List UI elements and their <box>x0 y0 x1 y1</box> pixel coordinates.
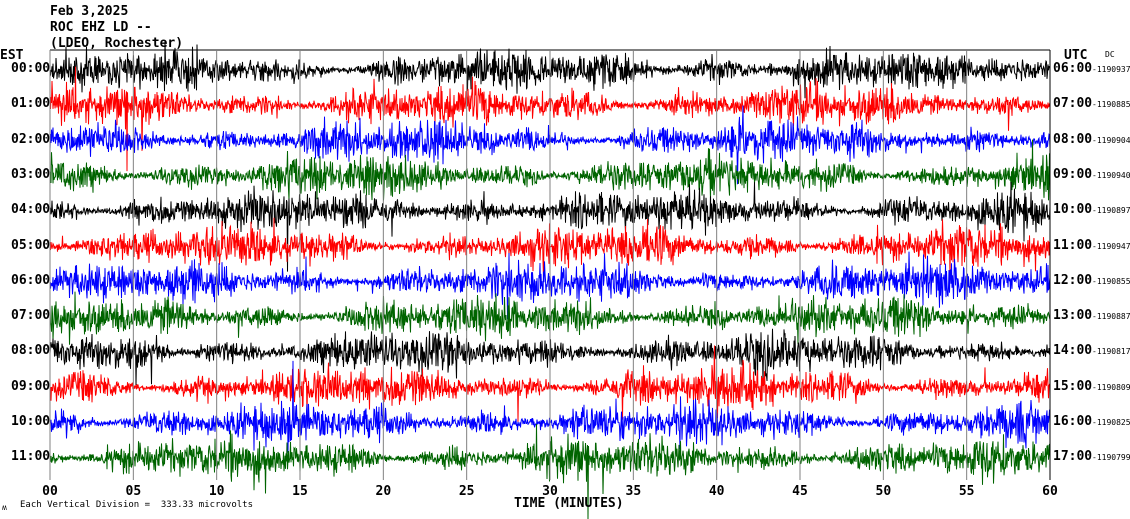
utc-time-label: 15:00 <box>1053 378 1093 394</box>
est-time-label: 06:00 <box>11 272 51 288</box>
est-time-label: 05:00 <box>11 237 51 253</box>
x-tick-label: 00 <box>42 484 58 499</box>
dc-offset-value: -1190809 <box>1092 382 1130 392</box>
x-tick-label: 45 <box>792 484 808 499</box>
dc-offset-value: -1190855 <box>1092 276 1130 286</box>
est-time-label: 10:00 <box>11 414 51 429</box>
x-tick-label: 05 <box>125 484 142 499</box>
est-time-label: 03:00 <box>11 166 51 182</box>
est-time-label: 09:00 <box>11 378 51 394</box>
utc-time-label: 09:00 <box>1053 166 1093 182</box>
dc-offset-value: -1190947 <box>1092 241 1130 251</box>
seismo-logo-icon: ʍ <box>2 503 7 512</box>
est-time-label: 11:00 <box>11 449 51 465</box>
dc-label: DC <box>1105 50 1115 59</box>
x-tick-label: 25 <box>458 484 475 499</box>
dc-offset-value: -1190897 <box>1092 206 1130 216</box>
dc-offset-value: -1190817 <box>1092 347 1130 357</box>
network-title: (LDEO, Rochester) <box>50 36 184 51</box>
est-time-label: 02:00 <box>11 131 51 147</box>
x-axis-label: TIME (MINUTES) <box>514 496 624 511</box>
utc-axis-label: UTC <box>1064 48 1088 63</box>
dc-offset-value: -1190937 <box>1092 65 1130 74</box>
est-axis-label: EST <box>0 48 24 63</box>
x-tick-label: 40 <box>708 484 725 499</box>
x-tick-label: 60 <box>1042 484 1058 499</box>
dc-offset-value: -1190887 <box>1092 312 1130 322</box>
utc-time-label: 12:00 <box>1053 272 1093 288</box>
date-title: Feb 3,2025 <box>50 4 129 19</box>
station-title: ROC EHZ LD -- <box>50 20 152 35</box>
utc-time-label: 10:00 <box>1053 202 1093 218</box>
utc-time-label: 16:00 <box>1053 414 1093 429</box>
est-time-label: 08:00 <box>11 343 51 359</box>
utc-time-label: 17:00 <box>1053 449 1093 465</box>
dc-offset-value: -1190885 <box>1092 100 1130 110</box>
x-tick-label: 35 <box>625 484 642 499</box>
utc-time-label: 11:00 <box>1053 237 1093 253</box>
est-time-label: 01:00 <box>11 96 51 112</box>
x-tick-label: 10 <box>208 484 225 499</box>
x-tick-label: 55 <box>958 484 975 499</box>
dc-offset-value: -1190904 <box>1092 135 1130 145</box>
utc-time-label: 14:00 <box>1053 343 1093 359</box>
x-tick-label: 15 <box>292 484 308 499</box>
dc-offset-value: -1190799 <box>1092 453 1130 463</box>
dc-offset-value: -1190825 <box>1092 418 1130 427</box>
x-tick-label: 30 <box>542 484 558 499</box>
est-time-label: 07:00 <box>11 308 51 324</box>
utc-time-label: 07:00 <box>1053 96 1093 112</box>
utc-time-label: 13:00 <box>1053 308 1093 324</box>
scale-text: Each Vertical Division = 333.33 microvol… <box>20 500 253 510</box>
x-tick-label: 50 <box>875 484 892 499</box>
utc-time-label: 08:00 <box>1053 131 1093 147</box>
dc-offset-value: -1190940 <box>1092 170 1130 180</box>
est-time-label: 04:00 <box>11 202 51 218</box>
utc-time-label: 06:00 <box>1053 61 1093 76</box>
x-tick-label: 20 <box>375 484 392 499</box>
est-time-label: 00:00 <box>11 61 51 76</box>
